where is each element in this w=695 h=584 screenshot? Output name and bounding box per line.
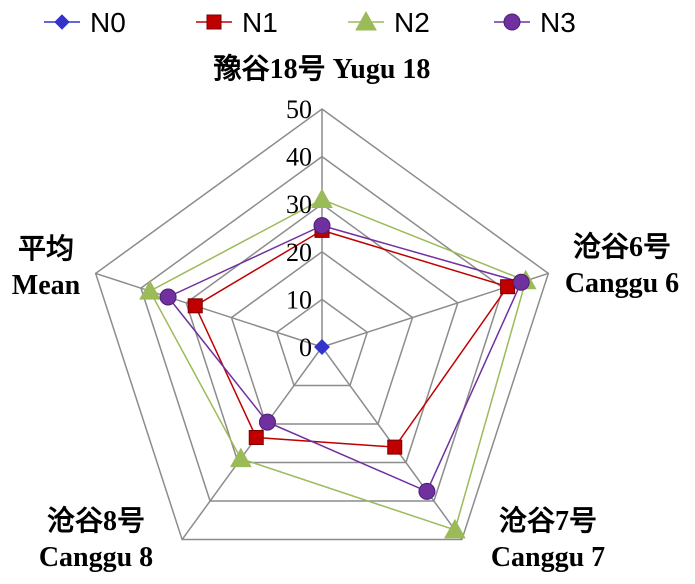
legend-item-N0: N0 — [44, 7, 126, 38]
axis-label-en-0: Yugu 18 — [333, 54, 431, 85]
point-N1-4 — [187, 298, 203, 314]
legend: N0 N1 N2 N3 — [44, 7, 576, 38]
point-N1-1 — [500, 279, 516, 295]
series-line-N1 — [194, 229, 509, 448]
point-N1-3 — [248, 429, 264, 445]
axis-label-0: 豫谷18号 Yugu 18 — [214, 52, 431, 85]
tick-label-50: 50 — [286, 95, 312, 124]
legend-marker-N2 — [355, 10, 377, 31]
legend-label-N0: N0 — [90, 7, 126, 38]
point-N3-1 — [512, 273, 530, 291]
point-N3-0 — [313, 217, 331, 235]
tick-label-0: 0 — [299, 333, 312, 362]
axis-label-zh-4: 平均 — [18, 233, 74, 265]
legend-label-N2: N2 — [394, 7, 430, 38]
tick-label-10: 10 — [286, 285, 312, 314]
point-N3-4 — [159, 288, 177, 306]
axis-labels: 豫谷18号 Yugu 18 沧谷6号 Canggu 6 沧谷7号 Canggu 7 沧谷8… — [12, 52, 679, 573]
axis-label-zh-1: 沧谷6号 — [573, 230, 671, 263]
point-N3-2 — [418, 482, 436, 500]
point-N2-0 — [311, 188, 333, 208]
spoke-4 — [95, 272, 323, 348]
axis-label-en-4: Mean — [12, 270, 81, 301]
grid-ring-20 — [230, 250, 414, 425]
axis-label-zh-3: 沧谷8号 — [47, 504, 145, 537]
legend-marker-N0 — [54, 14, 70, 30]
axis-label-en-1: Canggu 6 — [565, 268, 679, 299]
series-lines — [148, 198, 527, 531]
tick-label-30: 30 — [286, 190, 312, 219]
point-N2-3 — [230, 447, 252, 468]
series-markers — [139, 188, 537, 539]
tick-label-20: 20 — [286, 238, 312, 267]
axis-label-en-2: Canggu 7 — [491, 542, 605, 573]
series-line-N2 — [148, 198, 527, 531]
legend-marker-N1 — [206, 14, 222, 30]
radar-grid — [94, 108, 550, 541]
axis-label-zh-2: 沧谷7号 — [499, 504, 597, 537]
tick-label-40: 40 — [286, 143, 312, 172]
legend-label-N1: N1 — [242, 7, 278, 38]
point-N0-4 — [314, 339, 330, 355]
point-N2-4 — [139, 280, 161, 300]
axis-label-zh-0: 豫谷18号 — [214, 52, 333, 85]
legend-label-N3: N3 — [540, 7, 576, 38]
legend-marker-N3 — [503, 13, 521, 31]
series-line-N3 — [166, 224, 523, 493]
point-N1-2 — [387, 439, 403, 455]
grid-ring-40 — [140, 155, 504, 502]
grid-ring-10 — [275, 298, 369, 387]
radial-tick-labels: 0 10 20 30 40 50 — [286, 95, 312, 362]
grid-ring-30 — [185, 203, 459, 464]
legend-item-N1: N1 — [196, 7, 278, 38]
point-N2-2 — [444, 518, 466, 539]
axis-label-en-3: Canggu 8 — [39, 542, 153, 573]
legend-item-N3: N3 — [494, 7, 576, 38]
point-N3-3 — [258, 413, 276, 431]
legend-item-N2: N2 — [348, 7, 430, 38]
grid-ring-50 — [94, 108, 550, 541]
